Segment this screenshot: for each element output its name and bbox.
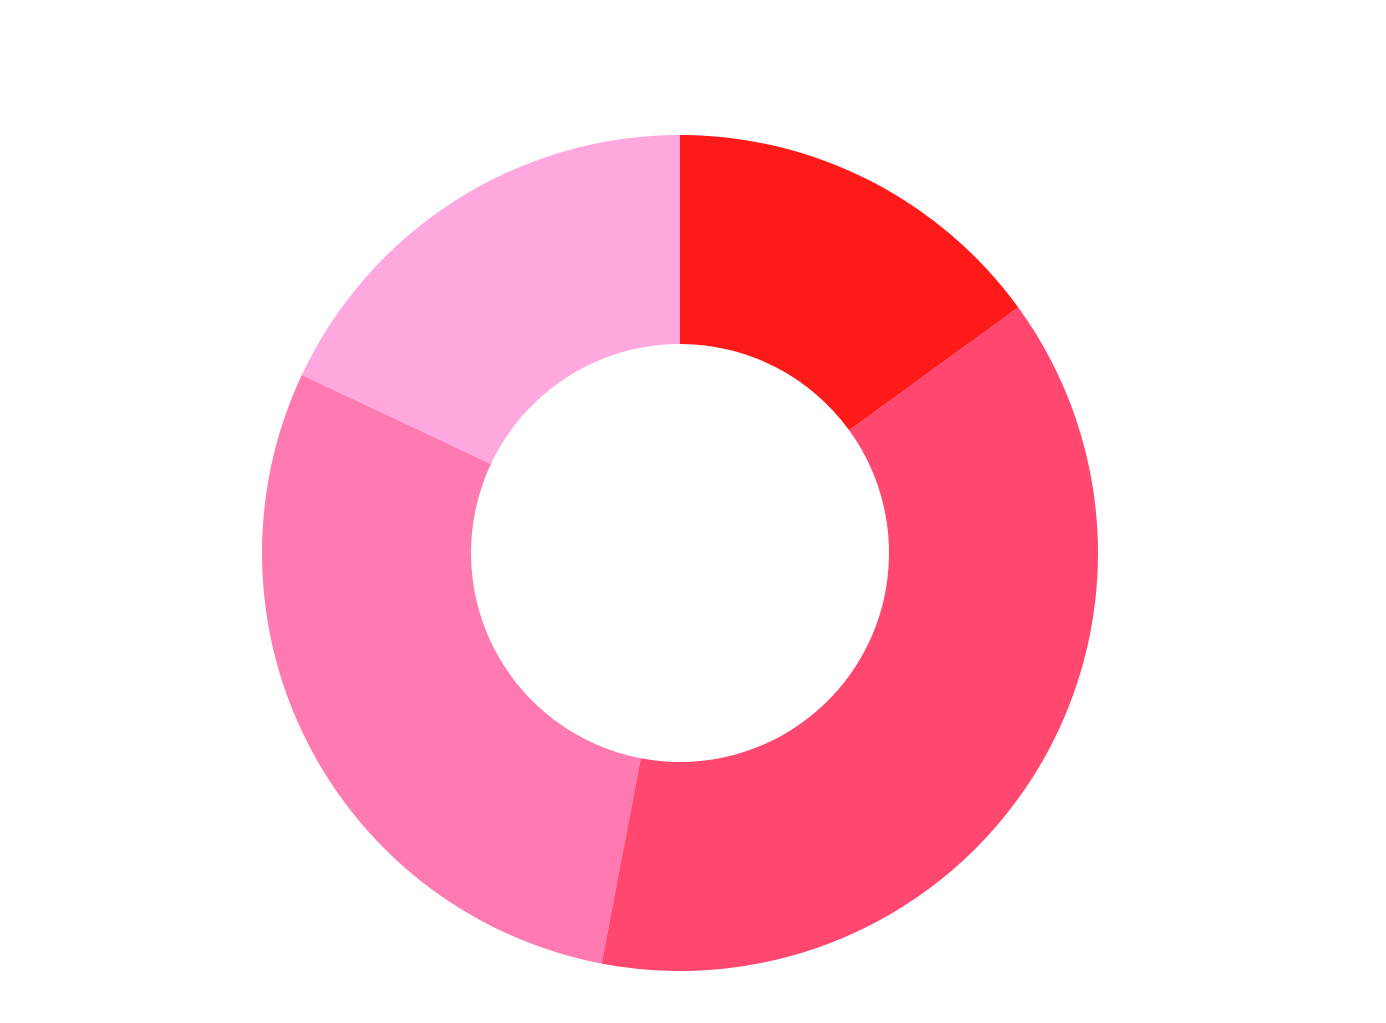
donut-slice: [261, 375, 641, 964]
donut-slice: [301, 135, 680, 465]
donut-slice: [680, 135, 1019, 431]
donut-slice: [601, 307, 1098, 971]
